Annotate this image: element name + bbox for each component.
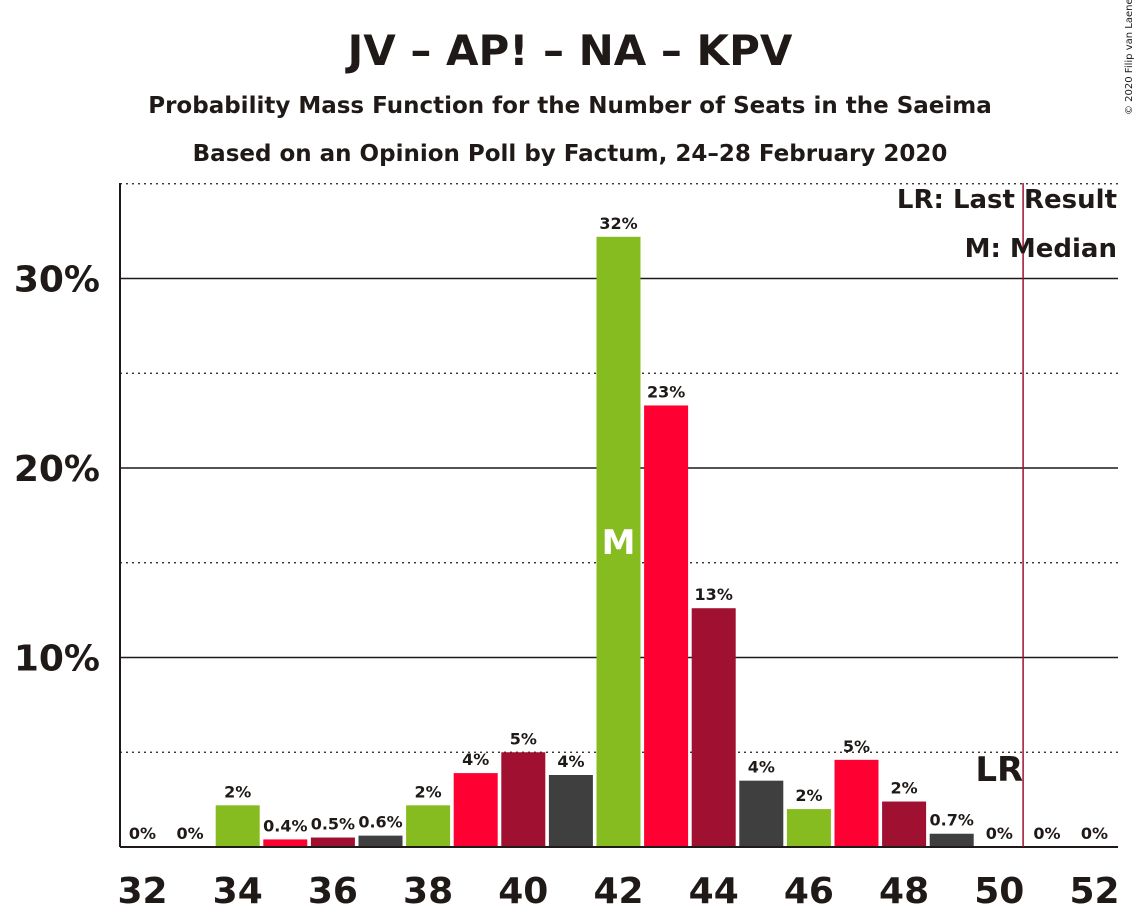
data-label-seat-36: 0.5% (311, 815, 355, 834)
data-label-seat-48: 2% (891, 779, 918, 798)
bar-seat-35 (263, 839, 308, 847)
data-label-seat-39: 4% (462, 750, 489, 769)
x-tick-label: 48 (879, 871, 929, 912)
data-label-seat-42: 32% (599, 214, 637, 233)
bar-seat-38 (406, 805, 451, 847)
x-tick-label: 38 (403, 871, 453, 912)
legend-median: M: Median (965, 234, 1117, 264)
x-tick-label: 42 (593, 871, 643, 912)
chart-subtitle-2: Based on an Opinion Poll by Factum, 24–2… (193, 141, 948, 167)
bars (215, 236, 974, 847)
y-tick-label: 30% (14, 260, 100, 301)
data-labels: 0% 0% 2% 0.4% 0.5% 0.6% 2% 4% 5% 4% 32% 23% 13% 4% 2% 5… (129, 214, 1108, 843)
x-tick-label: 52 (1069, 871, 1119, 912)
data-label-seat-38: 2% (415, 782, 442, 801)
bar-seat-36 (310, 837, 355, 847)
bar-seat-48 (882, 801, 927, 847)
data-label-seat-52: 0% (1081, 824, 1108, 843)
bar-seat-47 (834, 759, 879, 847)
data-label-seat-37: 0.6% (358, 813, 402, 832)
data-label-seat-51: 0% (1033, 824, 1060, 843)
bar-seat-34 (215, 805, 260, 847)
bar-seat-37 (358, 835, 403, 847)
x-tick-label: 32 (117, 871, 167, 912)
data-label-seat-33: 0% (177, 824, 204, 843)
x-tick-label: 50 (974, 871, 1024, 912)
data-label-seat-34: 2% (224, 782, 251, 801)
bar-seat-42 (596, 236, 641, 847)
data-label-seat-45: 4% (748, 758, 775, 777)
legend-last-result: LR: Last Result (897, 185, 1117, 215)
bar-seat-39 (453, 773, 498, 847)
data-label-seat-43: 23% (647, 382, 685, 401)
data-label-seat-47: 5% (843, 737, 870, 756)
bar-seat-44 (691, 608, 736, 847)
x-tick-label: 44 (689, 871, 739, 912)
data-label-seat-35: 0.4% (263, 816, 307, 835)
last-result-marker: LR (975, 750, 1023, 790)
bar-seat-41 (548, 774, 593, 847)
bar-seat-49 (929, 833, 974, 847)
x-tick-label: 46 (784, 871, 834, 912)
bar-seat-46 (786, 809, 831, 847)
y-tick-labels: 10% 20% 30% (14, 260, 100, 680)
chart-subtitle-1: Probability Mass Function for the Number… (148, 93, 992, 119)
x-tick-label: 36 (308, 871, 358, 912)
median-marker: M (602, 523, 636, 563)
bar-seat-45 (739, 780, 784, 847)
x-tick-labels: 32 34 36 38 40 42 44 46 48 50 52 (117, 871, 1119, 912)
chart-title: JV – AP! – NA – KPV (345, 26, 793, 75)
y-tick-label: 20% (14, 449, 100, 490)
data-label-seat-46: 2% (795, 786, 822, 805)
bar-seat-43 (644, 405, 689, 847)
data-label-seat-44: 13% (695, 585, 733, 604)
data-label-seat-49: 0.7% (930, 811, 974, 830)
data-label-seat-41: 4% (557, 752, 584, 771)
bar-seat-40 (501, 752, 546, 847)
x-tick-label: 40 (498, 871, 548, 912)
copyright-note: © 2020 Filip van Laenen (1124, 0, 1135, 115)
axes (119, 183, 1118, 848)
data-label-seat-50: 0% (986, 824, 1013, 843)
data-label-seat-40: 5% (510, 729, 537, 748)
y-tick-label: 10% (14, 639, 100, 680)
data-label-seat-32: 0% (129, 824, 156, 843)
x-tick-label: 34 (213, 871, 263, 912)
